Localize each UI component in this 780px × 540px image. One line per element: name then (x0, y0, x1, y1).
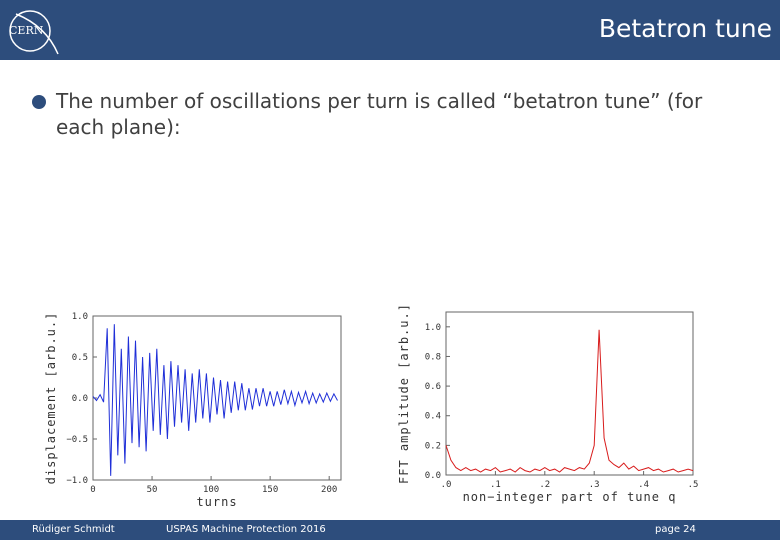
logo: CERN (9, 10, 59, 55)
x-tick-label: .5 (688, 480, 699, 490)
plot-frame (445, 311, 694, 476)
y-tick-label: 0.6 (425, 382, 441, 392)
logo-text: CERN (9, 24, 44, 37)
x-tick-label: 50 (147, 485, 158, 495)
x-tick-label: 100 (203, 485, 219, 495)
y-tick-label: 0.2 (425, 441, 441, 451)
bullet-text: The number of oscillations per turn is c… (56, 89, 703, 139)
slide-title: Betatron tune (598, 14, 772, 43)
footer-event: USPAS Machine Protection 2016 (166, 524, 326, 535)
y-tick-label: 1.0 (425, 323, 441, 333)
y-axis-label: FFT amplitude [arb.u.] (397, 303, 411, 484)
y-tick-label: 0.0 (72, 394, 88, 404)
y-tick-label: 0.0 (425, 471, 441, 481)
y-axis-label: displacement [arb.u.] (44, 312, 58, 485)
y-tick-label: 0.8 (425, 352, 441, 362)
x-tick-label: .4 (638, 480, 649, 490)
x-tick-label: 0 (90, 485, 95, 495)
y-tick-label: −0.5 (66, 435, 88, 445)
footer-page: page 24 (655, 524, 696, 535)
x-axis-label: non−integer part of tune q (463, 490, 677, 504)
x-tick-label: .0 (441, 480, 452, 490)
x-tick-label: 150 (262, 485, 278, 495)
charts: 0 50 100 150 200 −1.0 −0.5 0.0 0.5 1.0 turns displa… (44, 303, 699, 509)
header-bar: CERN Betatron tune (0, 0, 780, 60)
x-tick-label: 200 (321, 485, 337, 495)
y-tick-label: 1.0 (72, 312, 88, 322)
bullet-dot (32, 95, 46, 109)
x-axis-label: turns (196, 495, 237, 509)
data-line (92, 324, 338, 476)
y-tick-label: 0.4 (425, 412, 441, 422)
x-tick-label: .1 (490, 480, 501, 490)
x-tick-label: .3 (589, 480, 600, 490)
x-tick-label: .2 (539, 480, 550, 490)
y-tick-label: 0.5 (72, 353, 88, 363)
data-line (445, 329, 694, 473)
y-tick-label: −1.0 (66, 476, 88, 486)
footer-bar: Rüdiger Schmidt USPAS Machine Protection… (0, 520, 780, 540)
footer-author: Rüdiger Schmidt (32, 524, 115, 535)
